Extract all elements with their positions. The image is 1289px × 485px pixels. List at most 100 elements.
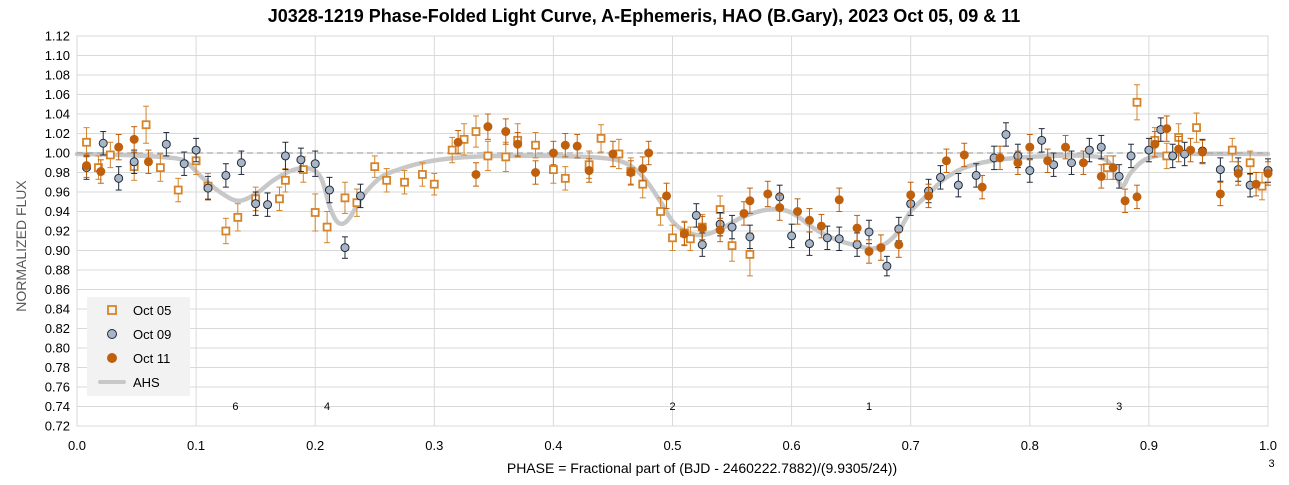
- oct11-point: [1078, 158, 1088, 168]
- oct05-point: [298, 165, 308, 174]
- y-tick-label: 0.88: [45, 263, 70, 278]
- oct09-point: [822, 233, 832, 243]
- oct09-point: [221, 170, 231, 180]
- oct11-point: [531, 168, 541, 177]
- oct09-point: [834, 234, 844, 244]
- oct11-point: [82, 161, 92, 171]
- legend-label-oct09: Oct 09: [133, 327, 171, 342]
- oct09-point: [355, 191, 365, 201]
- gridlines: [76, 35, 1269, 427]
- y-tick-label: 0.84: [45, 302, 70, 317]
- oct09-point: [1096, 142, 1106, 152]
- oct11-point: [1251, 179, 1261, 189]
- x-tick-label: 0.2: [306, 438, 324, 453]
- oct11-point: [96, 167, 106, 177]
- oct05-point: [549, 165, 558, 174]
- oct09-point: [191, 145, 201, 155]
- oct05-point: [685, 234, 695, 244]
- oct11-point: [608, 149, 618, 159]
- oct11-point: [1186, 145, 1196, 155]
- annotation-label: 1: [866, 401, 872, 413]
- x-tick-label: 0.7: [902, 438, 920, 453]
- oct11-point: [644, 148, 654, 158]
- oct05-point: [429, 179, 439, 189]
- oct05-point: [501, 152, 511, 162]
- legend-label-oct11: Oct 11: [133, 351, 170, 366]
- oct11-point: [560, 140, 570, 150]
- oct09-point: [882, 261, 892, 271]
- y-tick-label: 0.98: [45, 165, 70, 180]
- oct05-point: [1192, 123, 1201, 133]
- oct09-point: [1066, 158, 1076, 168]
- oct11-point: [513, 139, 523, 149]
- oct11-point: [129, 134, 139, 144]
- oct09-point: [324, 185, 334, 195]
- oct11-point: [745, 196, 755, 206]
- oct11-point: [1096, 171, 1106, 181]
- legend-marker-oct09: [107, 329, 117, 339]
- oct05-point: [82, 137, 91, 147]
- oct11-point: [793, 207, 803, 216]
- oct09-point: [971, 170, 981, 180]
- x-tick-label: 0.4: [544, 438, 562, 453]
- oct09-point: [864, 227, 874, 237]
- y-tick-label: 1.10: [45, 48, 70, 63]
- oct09-point: [691, 210, 701, 220]
- oct11-point: [864, 246, 874, 256]
- oct09-point: [697, 240, 707, 250]
- y-tick-label: 1.12: [45, 29, 70, 44]
- oct05-point: [417, 170, 427, 179]
- annotation-label: 3: [1116, 401, 1122, 413]
- oct11-point: [924, 191, 934, 201]
- oct11-point: [1132, 192, 1142, 202]
- oct09-point: [953, 180, 963, 190]
- oct05-point: [233, 212, 243, 222]
- y-tick-label: 0.92: [45, 224, 70, 239]
- oct05-point: [1227, 145, 1237, 155]
- oct11-point: [572, 141, 582, 151]
- oct09-point: [340, 243, 350, 253]
- oct05-point: [322, 222, 332, 232]
- legend-label-ahs: AHS: [133, 375, 160, 390]
- oct11-point: [501, 127, 511, 137]
- oct11-point: [143, 157, 153, 167]
- oct09-point: [251, 199, 261, 209]
- y-tick-label: 1.00: [45, 146, 70, 161]
- x-axis-label: PHASE = Fractional part of (BJD - 246022…: [507, 460, 897, 476]
- oct11-point: [1233, 168, 1243, 178]
- oct11-point: [471, 169, 481, 179]
- oct05-point: [281, 175, 290, 185]
- oct11-point: [816, 221, 826, 231]
- oct05-point: [668, 233, 677, 243]
- oct11-point: [1174, 144, 1184, 154]
- y-tick-label: 0.94: [45, 204, 70, 219]
- y-tick-label: 0.72: [45, 419, 70, 434]
- annotation-label: 4: [324, 401, 330, 413]
- oct05-point: [745, 249, 755, 259]
- oct09-point: [1215, 165, 1225, 175]
- oct09-point: [1126, 151, 1136, 161]
- oct05-point: [352, 198, 362, 208]
- oct09-point: [161, 139, 171, 149]
- oct11-point: [1197, 147, 1207, 157]
- y-tick-label: 1.02: [45, 126, 70, 141]
- y-tick-label: 1.04: [45, 107, 70, 122]
- oct11-point: [697, 223, 707, 233]
- oct11-point: [804, 215, 814, 225]
- oct05-point: [483, 151, 493, 161]
- oct05-point: [173, 185, 183, 195]
- oct11-point: [662, 191, 672, 201]
- x-tick-label: 0.0: [68, 438, 86, 453]
- oct11-point: [679, 229, 689, 239]
- y-axis-label: NORMALIZED FLUX: [13, 180, 29, 312]
- oct09-point: [236, 158, 246, 168]
- oct11-point: [548, 148, 558, 158]
- x-tick-label: 0.1: [187, 438, 205, 453]
- legend-label-oct05: Oct 05: [133, 303, 171, 318]
- oct09-point: [727, 222, 737, 232]
- oct05-point: [370, 162, 380, 172]
- oct05-point: [340, 193, 350, 203]
- oct05-point: [727, 241, 737, 251]
- oct09-point: [1001, 129, 1011, 139]
